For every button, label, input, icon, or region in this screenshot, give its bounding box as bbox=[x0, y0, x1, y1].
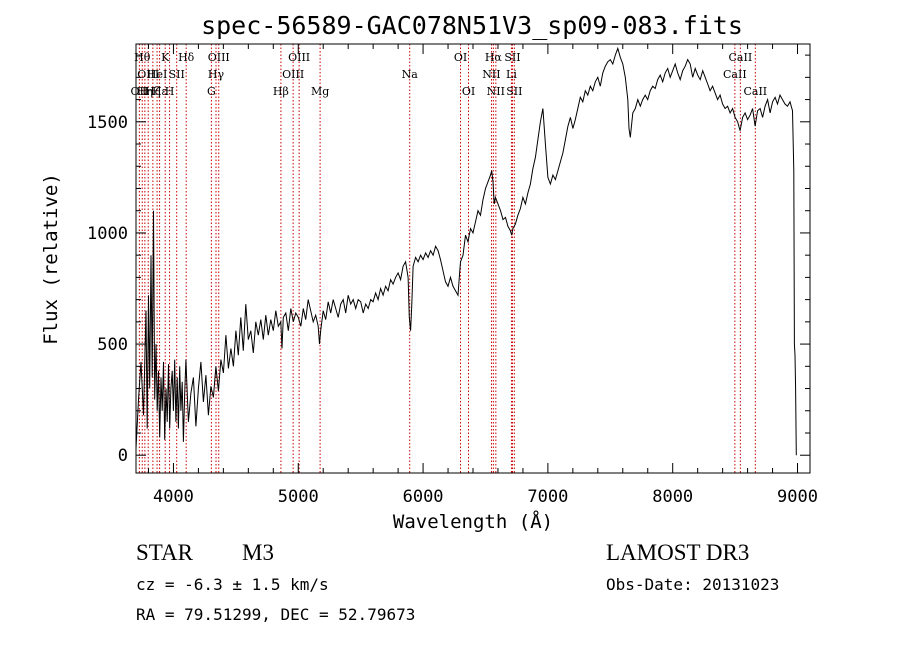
line-label-19-0: OI bbox=[454, 51, 467, 64]
x-tick-label-1: 5000 bbox=[278, 487, 319, 507]
y-tick-label-2: 1000 bbox=[87, 224, 128, 244]
x-tick-label-3: 7000 bbox=[527, 487, 568, 507]
line-markers-group bbox=[138, 44, 756, 473]
y-tick-label-0: 0 bbox=[118, 446, 128, 466]
line-label-16-0: OIII bbox=[288, 51, 310, 64]
line-label-27-0: CaII bbox=[723, 68, 747, 81]
line-label-11-0: G bbox=[207, 85, 216, 98]
plot-frame bbox=[135, 43, 811, 474]
y-tick-label-1: 500 bbox=[97, 335, 128, 355]
line-label-12-0: Hγ bbox=[208, 68, 225, 81]
line-label-4-0: Hζ bbox=[145, 85, 161, 98]
observation-date: Obs-Date: 20131023 bbox=[606, 575, 779, 594]
spectrum-line bbox=[135, 46, 797, 456]
line-label-0-0: OII bbox=[131, 85, 149, 98]
x-axis-ticks: 4000 5000 6000 7000 8000 9000 bbox=[147, 44, 818, 507]
y-tick-label-3: 1500 bbox=[87, 113, 128, 133]
line-label-25-0: SII bbox=[504, 51, 520, 64]
x-tick-label-5: 9000 bbox=[777, 487, 818, 507]
line-label-2-0: Hη bbox=[137, 85, 153, 98]
line-label-14-0: Hβ bbox=[273, 85, 289, 98]
line-label-29-0: CaII bbox=[743, 85, 767, 98]
line-label-22-0: Hα bbox=[485, 51, 503, 64]
line-label-7-0: K bbox=[161, 51, 170, 64]
line-label-3-0: OIII bbox=[137, 68, 159, 81]
coordinates-readout: RA = 79.51299, DEC = 52.79673 bbox=[136, 605, 415, 624]
line-label-9-0: SII bbox=[169, 68, 185, 81]
object-subclass: M3 bbox=[242, 540, 274, 565]
redshift-readout: cz = -6.3 ± 1.5 km/s bbox=[136, 575, 329, 594]
line-label-26-0: SII bbox=[506, 85, 522, 98]
x-tick-label-2: 6000 bbox=[403, 487, 444, 507]
line-label-8-0: H bbox=[165, 85, 175, 98]
line-labels-group: OII Hθ Hη OIII Hζ HeI Hε K H SII Hδ G Hγ OIII Hβ OIII OI… bbox=[131, 51, 768, 98]
object-class: STAR bbox=[136, 540, 194, 565]
line-label-18-0: Na bbox=[402, 68, 419, 81]
survey-name: LAMOST DR3 bbox=[606, 540, 749, 565]
line-label-24-0: Li bbox=[506, 68, 517, 81]
y-axis-ticks: 0 500 1000 1500 bbox=[87, 54, 810, 466]
line-label-1-0: Hθ bbox=[134, 51, 151, 64]
chart-title: spec-56589-GAC078N51V3_sp09-083.fits bbox=[201, 11, 743, 40]
line-label-21-0: NII bbox=[482, 68, 500, 81]
x-tick-label-0: 4000 bbox=[153, 487, 194, 507]
line-label-23-0: NII bbox=[487, 85, 505, 98]
x-axis-label: Wavelength (Å) bbox=[393, 510, 553, 533]
line-label-15-0: OIII bbox=[282, 68, 304, 81]
line-label-13-0: OIII bbox=[208, 51, 230, 64]
line-label-28-0: CaII bbox=[729, 51, 753, 64]
line-label-6-0: Hε bbox=[152, 85, 168, 98]
line-label-5-0: HeI bbox=[147, 68, 167, 81]
line-label-20-0: OI bbox=[462, 85, 475, 98]
x-tick-label-4: 8000 bbox=[652, 487, 693, 507]
y-axis-label: Flux (relative) bbox=[40, 173, 62, 345]
line-label-10-0: Hδ bbox=[178, 51, 195, 64]
line-label-17-0: Mg bbox=[311, 85, 329, 98]
